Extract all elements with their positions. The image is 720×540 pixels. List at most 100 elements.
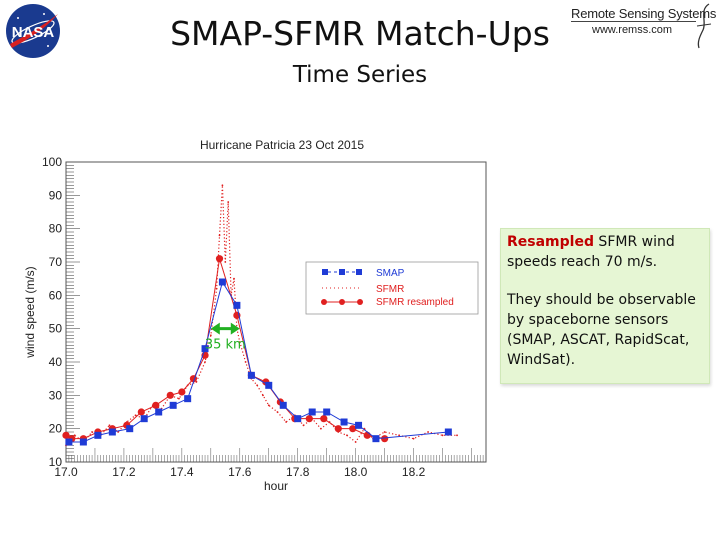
- sfmr-line: [65, 185, 458, 446]
- smap-point: [126, 425, 134, 433]
- resampled-point: [349, 425, 357, 433]
- nasa-logo-star: [17, 17, 19, 19]
- legend-marker-smap: [356, 269, 362, 275]
- sfmr-point: [346, 434, 348, 437]
- smap-point: [265, 381, 273, 389]
- sfmr-point: [227, 201, 230, 203]
- nasa-meatball-logo-icon: NASA: [6, 4, 60, 58]
- sfmr-point: [134, 414, 137, 417]
- chart-title: Hurricane Patricia 23 Oct 2015: [200, 138, 364, 152]
- resampled-point: [178, 388, 186, 396]
- sfmr-point: [108, 424, 111, 427]
- sfmr-point: [354, 441, 357, 443]
- annotation-label: 35 km: [205, 338, 246, 353]
- smap-point: [108, 428, 116, 436]
- y-tick-labels: 10 20 30 40 50 60 70 80 90 100: [42, 155, 62, 469]
- y-tick-label: 80: [49, 222, 63, 236]
- callout-highlight: Resampled: [507, 234, 594, 250]
- nasa-logo-star: [43, 13, 45, 15]
- smap-point: [79, 438, 87, 446]
- legend-label-sfmr: SFMR: [376, 284, 404, 295]
- smap-point: [140, 415, 148, 423]
- smap-point: [372, 435, 380, 443]
- smap-line: [68, 280, 449, 443]
- legend-label-smap: SMAP: [376, 268, 405, 279]
- smap-point: [169, 401, 177, 409]
- resampled-point: [320, 415, 328, 423]
- legend-marker-smap: [322, 269, 328, 275]
- legend-marker-resampled: [321, 299, 327, 305]
- y-tick-label: 100: [42, 155, 62, 169]
- sfmr-point: [285, 421, 288, 423]
- sfmr-point: [218, 234, 221, 237]
- resampled-point: [62, 431, 70, 439]
- legend-marker-resampled: [339, 299, 345, 305]
- smap-point: [233, 301, 241, 309]
- sfmr-point: [195, 381, 198, 383]
- distance-annotation: 35 km: [205, 322, 246, 353]
- sfmr-point: [209, 334, 212, 337]
- smap-point: [444, 428, 452, 436]
- callout-paragraph-2: They should be observable by spaceborne …: [507, 292, 696, 368]
- sfmr-point: [117, 431, 120, 433]
- smap-point: [279, 401, 287, 409]
- y-tick-label: 10: [49, 455, 63, 469]
- nasa-logo-text: NASA: [12, 24, 55, 41]
- nasa-logo-orbit: [11, 20, 55, 44]
- sfmr-point: [244, 361, 247, 363]
- smap-point: [65, 438, 73, 446]
- sfmr-point: [238, 341, 241, 343]
- x-tick-label: 18.0: [344, 465, 368, 479]
- y-tick-label: 20: [49, 422, 63, 436]
- sfmr-point: [73, 434, 76, 437]
- smap-point: [294, 415, 302, 423]
- y-tick-label: 30: [49, 388, 63, 402]
- rss-logo-url: www.remss.com: [592, 24, 673, 36]
- x-tick-labels: 17.0 17.2 17.4 17.6 17.8 18.0 18.2: [54, 465, 425, 479]
- sfmr-point: [441, 434, 444, 437]
- x-tick-label: 17.0: [54, 465, 78, 479]
- sfmr-point: [398, 434, 401, 437]
- sfmr-point: [319, 427, 322, 430]
- callout-paragraph-1: Resampled SFMR wind speeds reach 70 m/s.: [507, 232, 703, 272]
- resampled-point: [215, 255, 224, 263]
- smap-point: [308, 408, 316, 416]
- smap-point: [340, 418, 348, 426]
- sfmr-point: [383, 431, 386, 433]
- y-minor-ticks: [66, 161, 80, 463]
- smap-point: [184, 395, 192, 403]
- y-tick-label: 50: [49, 322, 63, 336]
- y-tick-label: 70: [49, 255, 63, 269]
- legend-marker-resampled: [357, 299, 363, 305]
- sfmr-point: [427, 431, 429, 433]
- y-tick-label: 40: [49, 355, 63, 369]
- y-tick-label: 90: [49, 188, 63, 202]
- sfmr-point: [204, 361, 206, 363]
- sfmr-point: [256, 384, 259, 387]
- sfmr-point: [224, 261, 227, 263]
- x-tick-label: 17.6: [228, 465, 252, 479]
- sfmr-point: [178, 397, 180, 400]
- sfmr-point: [233, 277, 235, 280]
- x-tick-label: 18.2: [402, 465, 426, 479]
- smap-point: [218, 278, 226, 286]
- resampled-point: [166, 391, 174, 399]
- sfmr-point: [262, 394, 264, 397]
- resampled-point: [381, 435, 389, 443]
- rss-logo-divider: [571, 21, 696, 22]
- smap-point: [247, 371, 255, 379]
- resampled-point: [152, 401, 160, 409]
- sfmr-point: [215, 287, 218, 290]
- smap-point: [323, 408, 331, 416]
- y-axis-label: wind speed (m/s): [23, 266, 37, 358]
- x-tick-label: 17.8: [286, 465, 310, 479]
- resampled-point: [334, 425, 342, 433]
- sfmr-point: [276, 411, 279, 413]
- slide-title: SMAP-SFMR Match-Ups: [170, 14, 550, 53]
- smap-point: [94, 431, 102, 439]
- chart-legend: SMAP SFMR SFMR resampled: [305, 261, 479, 315]
- slide-subtitle: Time Series: [292, 62, 428, 88]
- wind-speed-chart: Hurricane Patricia 23 Oct 2015 10 20 30 40 5…: [23, 138, 487, 493]
- sfmr-point: [302, 424, 305, 427]
- resampled-point: [137, 408, 145, 416]
